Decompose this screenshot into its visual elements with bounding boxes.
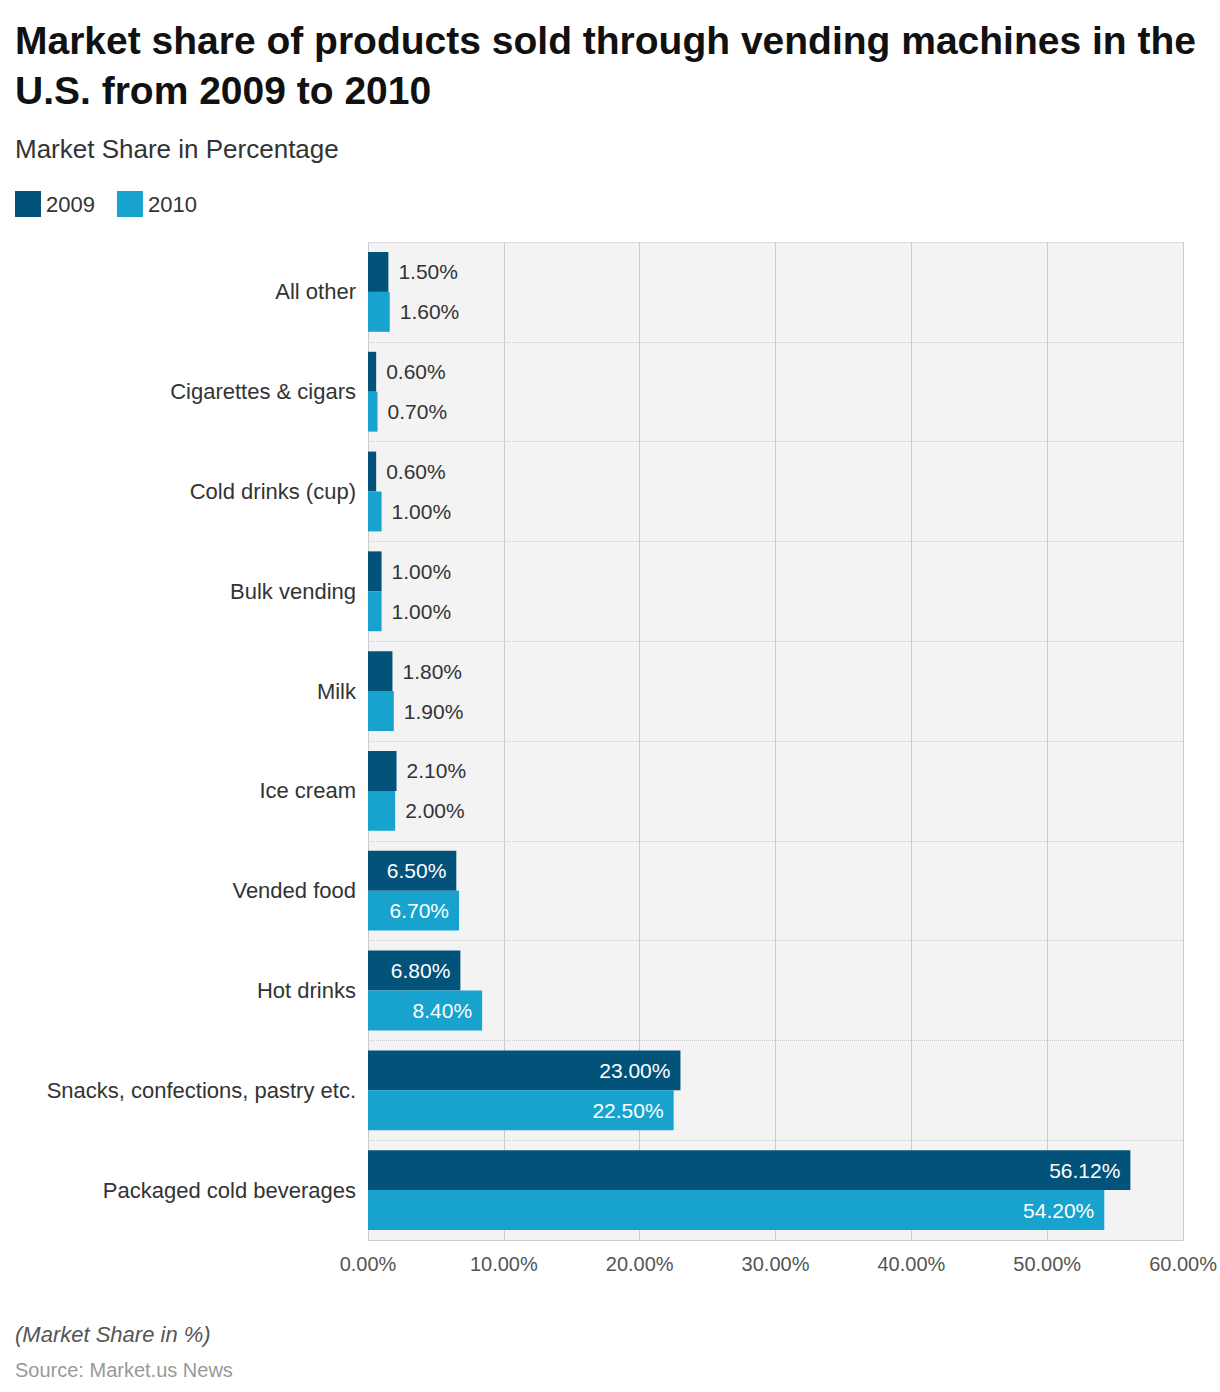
svg-text:10.00%: 10.00% — [470, 1253, 538, 1275]
svg-text:6.70%: 6.70% — [389, 899, 449, 922]
svg-text:6.80%: 6.80% — [391, 959, 451, 982]
svg-text:Cigarettes & cigars: Cigarettes & cigars — [170, 379, 356, 404]
svg-text:1.00%: 1.00% — [392, 600, 452, 623]
svg-text:Source: Market.us News: Source: Market.us News — [15, 1359, 233, 1381]
svg-text:40.00%: 40.00% — [877, 1253, 945, 1275]
svg-text:20.00%: 20.00% — [606, 1253, 674, 1275]
svg-text:0.60%: 0.60% — [386, 360, 446, 383]
svg-text:All other: All other — [275, 279, 356, 304]
svg-text:1.00%: 1.00% — [392, 560, 452, 583]
svg-text:0.60%: 0.60% — [386, 460, 446, 483]
svg-text:(Market Share in %): (Market Share in %) — [15, 1322, 211, 1347]
svg-text:1.50%: 1.50% — [398, 260, 458, 283]
svg-text:Ice cream: Ice cream — [259, 778, 356, 803]
svg-text:22.50%: 22.50% — [592, 1099, 663, 1122]
svg-text:30.00%: 30.00% — [742, 1253, 810, 1275]
svg-text:2.00%: 2.00% — [405, 799, 465, 822]
svg-text:2.10%: 2.10% — [407, 759, 467, 782]
svg-text:Cold drinks (cup): Cold drinks (cup) — [190, 479, 356, 504]
svg-text:Market Share in Percentage: Market Share in Percentage — [15, 134, 339, 164]
svg-text:Vended food: Vended food — [232, 878, 356, 903]
svg-text:1.60%: 1.60% — [400, 300, 460, 323]
svg-text:54.20%: 54.20% — [1023, 1199, 1094, 1222]
svg-text:2010: 2010 — [148, 192, 197, 217]
svg-text:6.50%: 6.50% — [387, 859, 447, 882]
svg-text:Market share of products sold: Market share of products sold through ve… — [15, 19, 1207, 62]
svg-text:Snacks, confections, pastry et: Snacks, confections, pastry etc. — [47, 1078, 356, 1103]
svg-text:23.00%: 23.00% — [599, 1059, 670, 1082]
svg-text:1.80%: 1.80% — [402, 660, 462, 683]
svg-text:Packaged cold beverages: Packaged cold beverages — [103, 1178, 356, 1203]
svg-text:2009: 2009 — [46, 192, 95, 217]
svg-text:56.12%: 56.12% — [1049, 1159, 1120, 1182]
svg-text:8.40%: 8.40% — [413, 999, 473, 1022]
svg-text:Milk: Milk — [317, 679, 357, 704]
svg-text:0.00%: 0.00% — [340, 1253, 397, 1275]
svg-text:50.00%: 50.00% — [1013, 1253, 1081, 1275]
svg-text:1.90%: 1.90% — [404, 700, 464, 723]
svg-text:Hot drinks: Hot drinks — [257, 978, 356, 1003]
svg-text:Bulk vending: Bulk vending — [230, 579, 356, 604]
svg-text:0.70%: 0.70% — [388, 400, 448, 423]
svg-text:60.00%: 60.00% — [1149, 1253, 1217, 1275]
svg-text:1.00%: 1.00% — [392, 500, 452, 523]
svg-text:U.S. from 2009 to 2010: U.S. from 2009 to 2010 — [15, 69, 431, 112]
